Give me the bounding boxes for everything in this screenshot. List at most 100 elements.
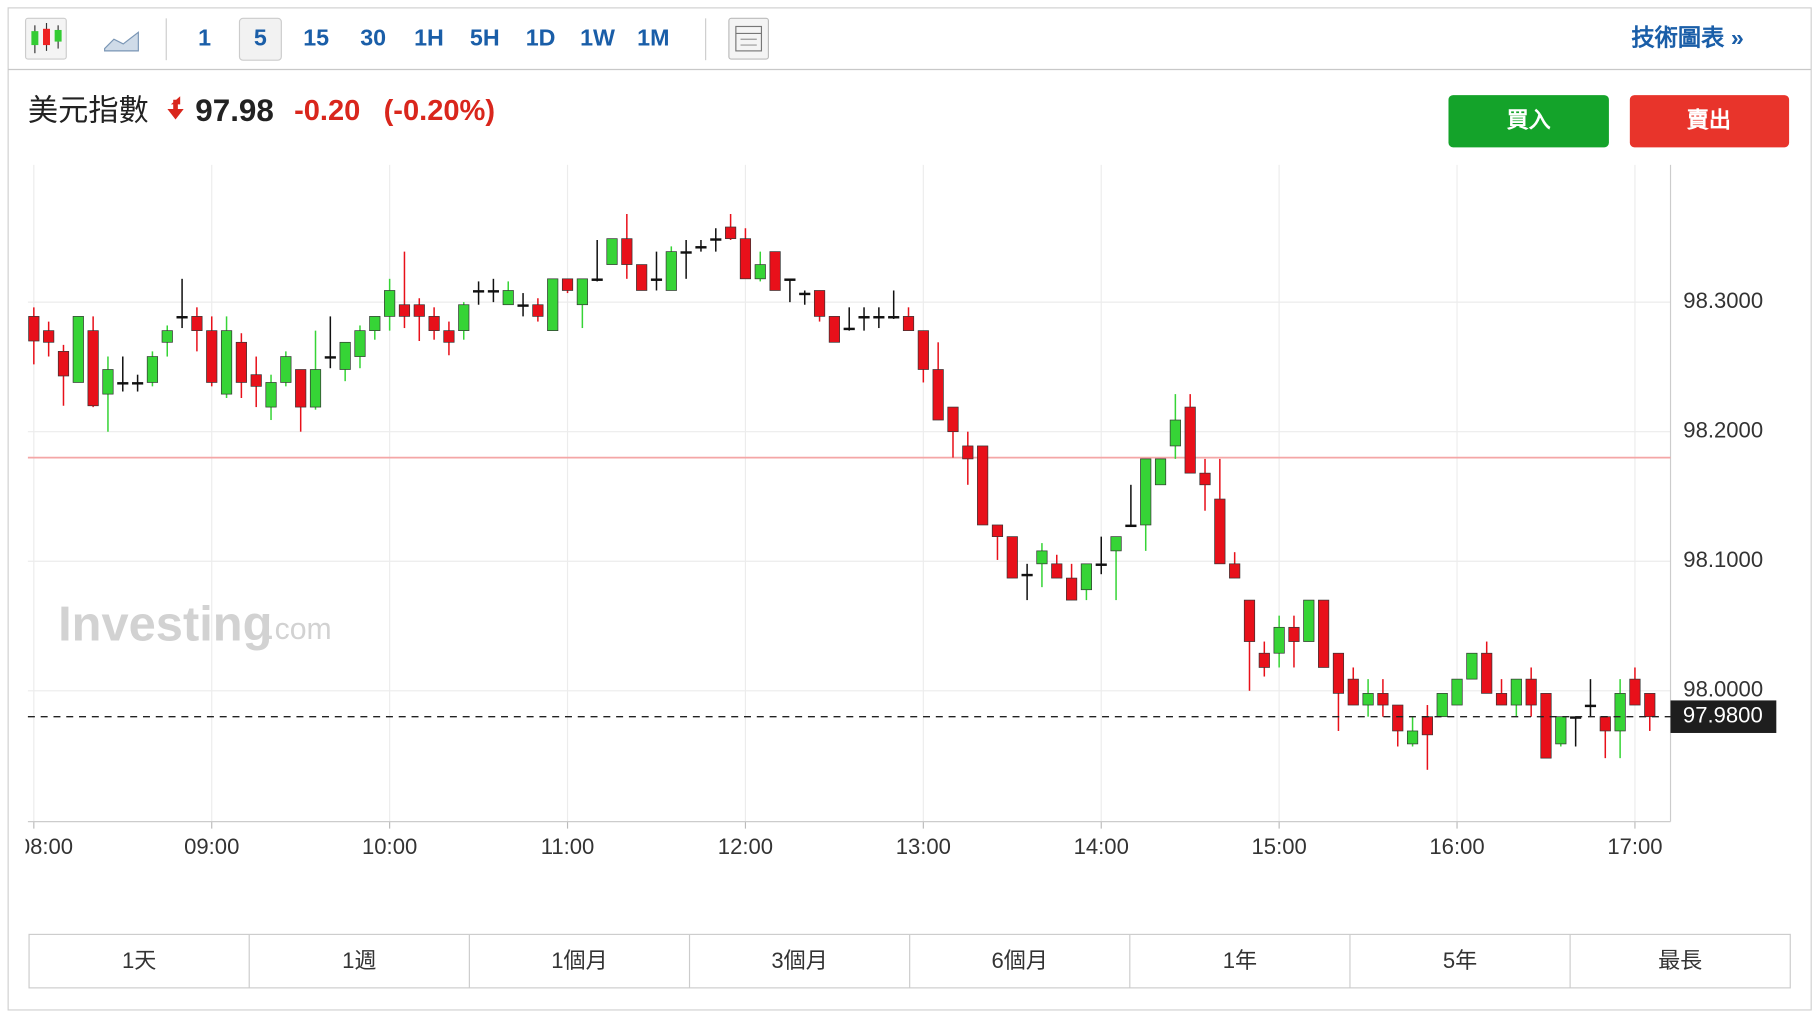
candle-body — [369, 316, 381, 331]
candle-body — [339, 341, 351, 370]
candle-body — [1273, 626, 1285, 654]
candle-body — [1066, 577, 1078, 601]
candle-body — [428, 316, 440, 331]
candle-body — [102, 369, 114, 395]
range-tab[interactable]: 1天 — [122, 948, 156, 973]
x-tick-label: 16:00 — [1429, 834, 1484, 859]
candle-body — [398, 304, 411, 317]
range-tab[interactable]: 1年 — [1223, 948, 1257, 973]
candle-body — [354, 330, 366, 357]
candle-body — [1080, 563, 1092, 591]
candle-body — [191, 316, 203, 331]
candle-body — [813, 290, 826, 317]
candle-body — [1392, 704, 1404, 732]
watermark-suffix: .com — [266, 613, 331, 646]
candle-body — [532, 304, 544, 317]
change: -0.20 — [294, 95, 360, 127]
candle-body — [1051, 563, 1063, 579]
candle-body — [1614, 693, 1626, 732]
candle-body — [1006, 536, 1018, 579]
price: 97.98 — [195, 93, 274, 128]
range-tab[interactable]: 最長 — [1658, 948, 1702, 973]
candle-body — [235, 341, 247, 383]
candle-body — [502, 290, 514, 306]
candle-body — [384, 290, 396, 317]
candle-body — [650, 278, 663, 281]
candle-icon[interactable] — [24, 17, 67, 60]
candle-body — [1644, 693, 1656, 718]
sell-label[interactable]: 賣出 — [1686, 108, 1731, 133]
candle-body — [1466, 652, 1478, 680]
candle-body — [309, 369, 322, 408]
candle-body — [1229, 563, 1241, 579]
candle-body — [1169, 419, 1181, 447]
candle-body — [828, 316, 840, 343]
candle-body — [72, 316, 84, 383]
candle-body — [1377, 693, 1389, 706]
candle-body — [132, 382, 144, 385]
range-tab[interactable]: 6個月 — [992, 948, 1048, 973]
candle-body — [1095, 563, 1107, 566]
candle-body — [991, 524, 1004, 537]
candle-body — [1258, 652, 1270, 668]
last-price-box — [1670, 700, 1777, 733]
candle-body — [858, 316, 870, 319]
x-tick-label: 11:00 — [541, 834, 595, 859]
buy-button[interactable] — [1448, 95, 1609, 148]
interval[interactable]: 1 — [198, 24, 211, 50]
candle-body — [161, 330, 173, 343]
down-arrow — [167, 96, 184, 120]
candle-body — [1362, 693, 1374, 706]
candle-body — [458, 304, 470, 331]
last-price-label: 97.9800 — [1683, 703, 1763, 728]
sell-button[interactable] — [1629, 95, 1790, 148]
candle-body — [1555, 716, 1567, 745]
candle-body — [888, 316, 900, 319]
interval[interactable]: 1H — [414, 24, 444, 50]
line-icon[interactable] — [104, 31, 139, 52]
range-tab[interactable]: 3個月 — [771, 948, 827, 973]
interval[interactable]: 15 — [303, 24, 329, 50]
candle-body — [280, 356, 292, 383]
interval[interactable]: 30 — [360, 24, 386, 50]
candle-body — [1021, 573, 1033, 577]
interval[interactable]: 1W — [580, 24, 615, 50]
candle-body — [473, 290, 485, 293]
range-tab[interactable]: 1週 — [342, 948, 376, 973]
candle-body — [517, 304, 529, 307]
watermark: Investing — [58, 597, 272, 651]
candle-body — [873, 316, 885, 319]
y-tick-label: 98.3000 — [1683, 288, 1763, 313]
candle-body — [1599, 716, 1611, 732]
candle-body — [1481, 652, 1493, 694]
candle-body — [220, 330, 233, 395]
interval-selected[interactable] — [238, 17, 282, 61]
candle-body — [1332, 652, 1345, 694]
candle-body — [725, 226, 737, 240]
candle-body — [576, 278, 588, 306]
frame — [7, 7, 1812, 1011]
buy-label[interactable]: 買入 — [1507, 108, 1551, 133]
candle-body — [295, 369, 307, 408]
candle-body — [1036, 550, 1048, 565]
layout-icon[interactable] — [728, 17, 769, 60]
candle-body — [43, 330, 55, 343]
range-tab[interactable]: 5年 — [1443, 948, 1477, 973]
candle-body — [206, 330, 218, 383]
candle-body — [754, 264, 766, 280]
interval[interactable]: 5 — [254, 24, 267, 50]
interval[interactable]: 1M — [637, 24, 669, 50]
candle-body — [28, 316, 40, 342]
candle-body — [739, 238, 752, 280]
candle-body — [561, 278, 574, 291]
candle-body — [117, 382, 129, 385]
tech-chart-link[interactable]: 技術圖表 » — [1631, 24, 1743, 50]
instrument-name: 美元指數 — [28, 93, 149, 127]
candle-body — [1125, 524, 1137, 528]
candle-body — [1540, 693, 1552, 759]
interval[interactable]: 1D — [526, 24, 556, 50]
range-tab[interactable]: 1個月 — [551, 948, 607, 973]
interval[interactable]: 5H — [470, 24, 500, 50]
